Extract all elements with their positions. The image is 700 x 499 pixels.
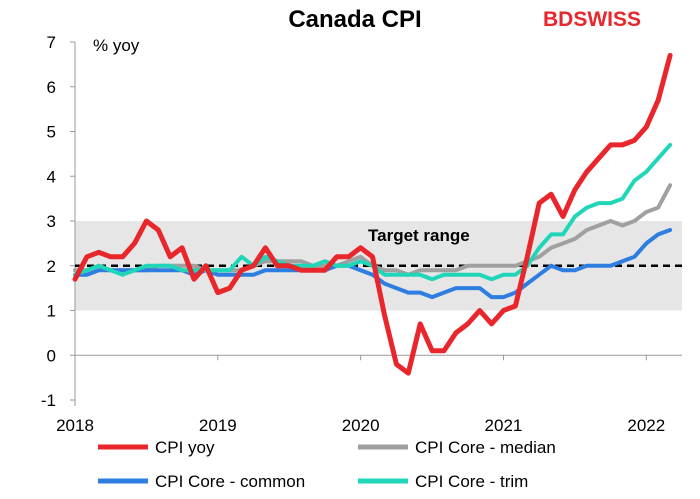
y-tick-label: -1 bbox=[41, 391, 56, 410]
y-axis-label: % yoy bbox=[93, 36, 140, 55]
x-tick-label: 2022 bbox=[627, 416, 665, 435]
y-tick-label: 6 bbox=[47, 78, 56, 97]
series-line-1 bbox=[72, 52, 673, 376]
x-tick-label: 2021 bbox=[485, 416, 523, 435]
legend-label-1: CPI yoy bbox=[155, 438, 215, 457]
brand-logo-part1: BD bbox=[543, 8, 573, 31]
series-layer bbox=[72, 52, 673, 376]
series-line-3 bbox=[73, 228, 673, 300]
x-tick-label: 2019 bbox=[199, 416, 237, 435]
brand-logo-part2: SWISS bbox=[573, 8, 641, 31]
y-tick-label: 4 bbox=[47, 167, 56, 186]
y-tick-label: 7 bbox=[47, 33, 56, 52]
legend-label-4: CPI Core - trim bbox=[415, 472, 528, 491]
legend-label-2: CPI Core - median bbox=[415, 438, 556, 457]
target-range-annotation: Target range bbox=[368, 226, 470, 245]
brand-logo: BDSWISS bbox=[543, 8, 641, 31]
y-tick-label: 5 bbox=[47, 123, 56, 142]
y-tick-label: 3 bbox=[47, 212, 56, 231]
legend-label-3: CPI Core - common bbox=[155, 472, 305, 491]
x-tick-label: 2020 bbox=[342, 416, 380, 435]
y-tick-label: 1 bbox=[47, 302, 56, 321]
y-tick-label: 0 bbox=[47, 346, 56, 365]
axis-layer: -1 0 1 2 3 4 5 6 7 2018 2019 2020 2021 2022 bbox=[41, 33, 682, 435]
legend: CPI yoy CPI Core - median CPI Core - commo… bbox=[98, 438, 556, 491]
svg-text:BDSWISS: BDSWISS bbox=[543, 8, 641, 31]
y-tick-label: 2 bbox=[47, 257, 56, 276]
chart-title: Canada CPI bbox=[288, 6, 421, 33]
x-tick-label: 2018 bbox=[56, 416, 94, 435]
